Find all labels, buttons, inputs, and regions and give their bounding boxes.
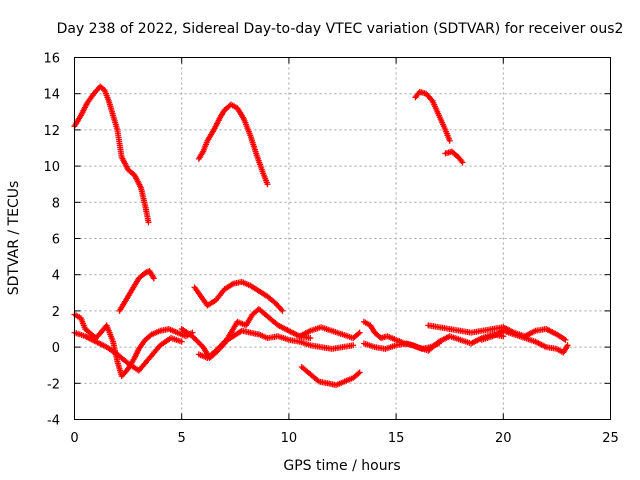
x-tick-label: 10 [281, 431, 298, 446]
series-arc11 [296, 324, 363, 342]
y-tick-label: 4 [52, 269, 60, 284]
y-tick-label: 12 [43, 124, 60, 139]
plot-frame [74, 57, 611, 420]
y-tick-label: 16 [43, 52, 60, 67]
series-arc4 [442, 148, 466, 166]
grid-lines [74, 57, 611, 420]
x-tick-label: 15 [388, 431, 405, 446]
data-point [356, 369, 363, 376]
data-point [446, 137, 453, 144]
x-tick-label: 5 [178, 431, 186, 446]
y-tick-label: 10 [43, 160, 60, 175]
data-points [71, 83, 571, 389]
y-tick-labels: -4 -2 0 2 4 6 8 10 12 14 16 [43, 52, 60, 429]
y-tick-label: 0 [52, 341, 60, 356]
y-tick-label: 14 [43, 88, 60, 103]
data-point [279, 307, 286, 314]
data-point [500, 333, 507, 340]
x-tick-label: 25 [602, 431, 619, 446]
data-point [178, 338, 185, 345]
series-arc14 [360, 331, 507, 354]
data-point [307, 335, 314, 342]
series-arc3 [412, 88, 453, 144]
data-point [350, 342, 357, 349]
x-tick-label: 20 [495, 431, 512, 446]
y-axis-label: SDTVAR / TECUs [6, 181, 22, 296]
series-arc6 [191, 278, 286, 314]
y-tick-label: 6 [52, 233, 60, 248]
x-axis-label: GPS time / hours [283, 458, 400, 474]
series-arc12 [298, 364, 363, 389]
y-tick-label: -4 [47, 414, 60, 429]
series-arc16 [478, 327, 571, 356]
data-point [150, 275, 157, 282]
x-tick-label: 0 [70, 431, 78, 446]
series-arc1 [71, 83, 152, 226]
data-point [562, 336, 569, 343]
series-arc2 [195, 101, 271, 188]
series-arc8 [71, 329, 185, 374]
y-tick-label: -2 [47, 377, 60, 392]
data-point [356, 329, 363, 336]
y-tick-label: 2 [52, 305, 60, 320]
chart-title: Day 238 of 2022, Sidereal Day-to-day VTE… [57, 21, 624, 37]
y-tick-label: 8 [52, 196, 60, 211]
data-point [459, 159, 466, 166]
series-arc5 [116, 268, 157, 314]
data-point [355, 330, 362, 337]
data-point [564, 342, 571, 349]
data-point [264, 181, 271, 188]
series-arc10 [195, 327, 357, 361]
x-tick-labels: 0 5 10 15 20 25 [70, 431, 618, 446]
data-point [147, 332, 154, 339]
data-point [145, 219, 152, 226]
data-point [355, 370, 362, 377]
